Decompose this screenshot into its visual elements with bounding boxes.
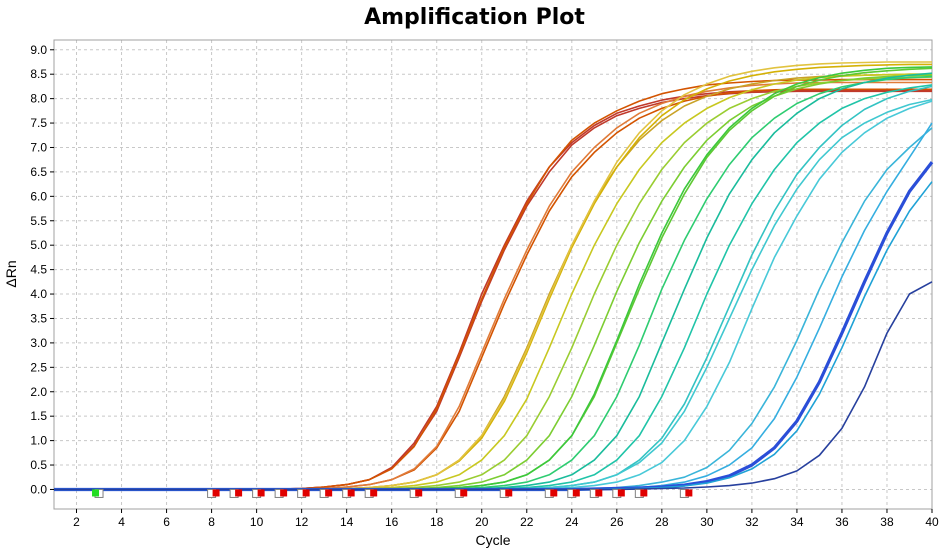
- baseline-end-marker: [235, 489, 243, 497]
- y-tick-label: 1.5: [30, 409, 47, 423]
- y-tick-label: 6.5: [30, 165, 47, 179]
- x-axis-ticks: 2 4 6 8 10 12 14 16 18 20 22 24 26 28 30 32 34 36 38 40: [73, 509, 939, 529]
- series-line-3: [54, 78, 932, 491]
- series-line-21: [54, 122, 933, 491]
- x-tick-label: 40: [925, 515, 939, 529]
- x-tick-label: 26: [610, 515, 624, 529]
- y-axis-label: ΔRn: [3, 260, 19, 287]
- baseline-end-marker: [257, 489, 265, 497]
- plot-area-frame: [53, 39, 933, 510]
- series-line-16: [54, 84, 933, 491]
- series-line-17: [54, 85, 933, 491]
- baseline-end-marker: [550, 489, 558, 497]
- series-line-1: [54, 89, 932, 491]
- baseline-marker-layer: [92, 488, 693, 498]
- y-tick-label: 9.0: [30, 43, 47, 57]
- y-tick-label: 5.5: [30, 214, 47, 228]
- y-tick-label: 0.0: [30, 482, 47, 496]
- x-tick-label: 16: [385, 515, 399, 529]
- y-axis-ticks: 0.0 0.5 1.0 1.5 2.0 2.5 3.0 3.5 4.0 4.5 5.0 5.5 6.0 6…: [30, 43, 54, 496]
- x-tick-label: 28: [655, 515, 669, 529]
- x-tick-label: 38: [880, 515, 894, 529]
- y-tick-label: 8.0: [30, 92, 47, 106]
- baseline-end-marker: [505, 489, 513, 497]
- y-tick-label: 4.0: [30, 287, 47, 301]
- series-line-2: [54, 90, 932, 491]
- chart-title: Amplification Plot: [364, 5, 585, 30]
- baseline-end-marker: [302, 489, 310, 497]
- x-tick-label: 6: [163, 515, 170, 529]
- series-line-11: [54, 74, 933, 491]
- x-tick-label: 2: [73, 515, 80, 529]
- y-tick-label: 1.0: [30, 434, 47, 448]
- x-tick-label: 34: [790, 515, 804, 529]
- baseline-end-marker: [595, 489, 603, 497]
- x-tick-label: 30: [700, 515, 714, 529]
- baseline-end-marker: [370, 489, 378, 497]
- y-tick-label: 7.0: [30, 140, 47, 154]
- series-line-5: [54, 81, 932, 491]
- baseline-green-marker: [92, 489, 100, 497]
- baseline-end-marker: [685, 489, 693, 497]
- series-line-19: [54, 100, 933, 491]
- y-tick-label: 2.0: [30, 385, 47, 399]
- series-line-4: [54, 88, 932, 491]
- baseline-end-marker: [572, 489, 580, 497]
- y-tick-label: 4.5: [30, 263, 47, 277]
- x-axis-label: Cycle: [475, 532, 510, 548]
- series-line-23: [54, 181, 933, 491]
- y-tick-label: 7.5: [30, 116, 47, 130]
- baseline-end-marker: [325, 489, 333, 497]
- x-tick-label: 4: [118, 515, 125, 529]
- baseline-end-marker: [347, 489, 355, 497]
- y-tick-label: 2.5: [30, 360, 47, 374]
- x-tick-label: 10: [250, 515, 264, 529]
- y-tick-label: 5.0: [30, 238, 47, 252]
- x-tick-label: 36: [835, 515, 849, 529]
- y-tick-label: 8.5: [30, 67, 47, 81]
- series-line-9: [54, 73, 932, 491]
- x-tick-label: 14: [340, 515, 354, 529]
- series-line-24: [54, 281, 933, 491]
- baseline-end-marker: [280, 489, 288, 497]
- x-tick-label: 24: [565, 515, 579, 529]
- baseline-end-marker: [415, 489, 423, 497]
- x-tick-label: 12: [295, 515, 309, 529]
- x-tick-label: 32: [745, 515, 759, 529]
- baseline-end-marker: [617, 489, 625, 497]
- series-layer: [54, 61, 934, 492]
- y-tick-label: 3.0: [30, 336, 47, 350]
- y-tick-label: 0.5: [30, 458, 47, 472]
- series-line-15: [54, 72, 933, 491]
- x-tick-label: 8: [208, 515, 215, 529]
- series-line-14: [54, 75, 933, 491]
- baseline-end-marker: [460, 489, 468, 497]
- y-tick-label: 6.0: [30, 189, 47, 203]
- y-tick-label: 3.5: [30, 311, 47, 325]
- series-line-6: [54, 73, 932, 491]
- x-tick-label: 20: [475, 515, 489, 529]
- x-tick-label: 18: [430, 515, 444, 529]
- series-line-18: [54, 98, 933, 491]
- series-line-20: [54, 127, 933, 491]
- baseline-end-marker: [640, 489, 648, 497]
- baseline-end-marker: [212, 489, 220, 497]
- x-tick-label: 22: [520, 515, 534, 529]
